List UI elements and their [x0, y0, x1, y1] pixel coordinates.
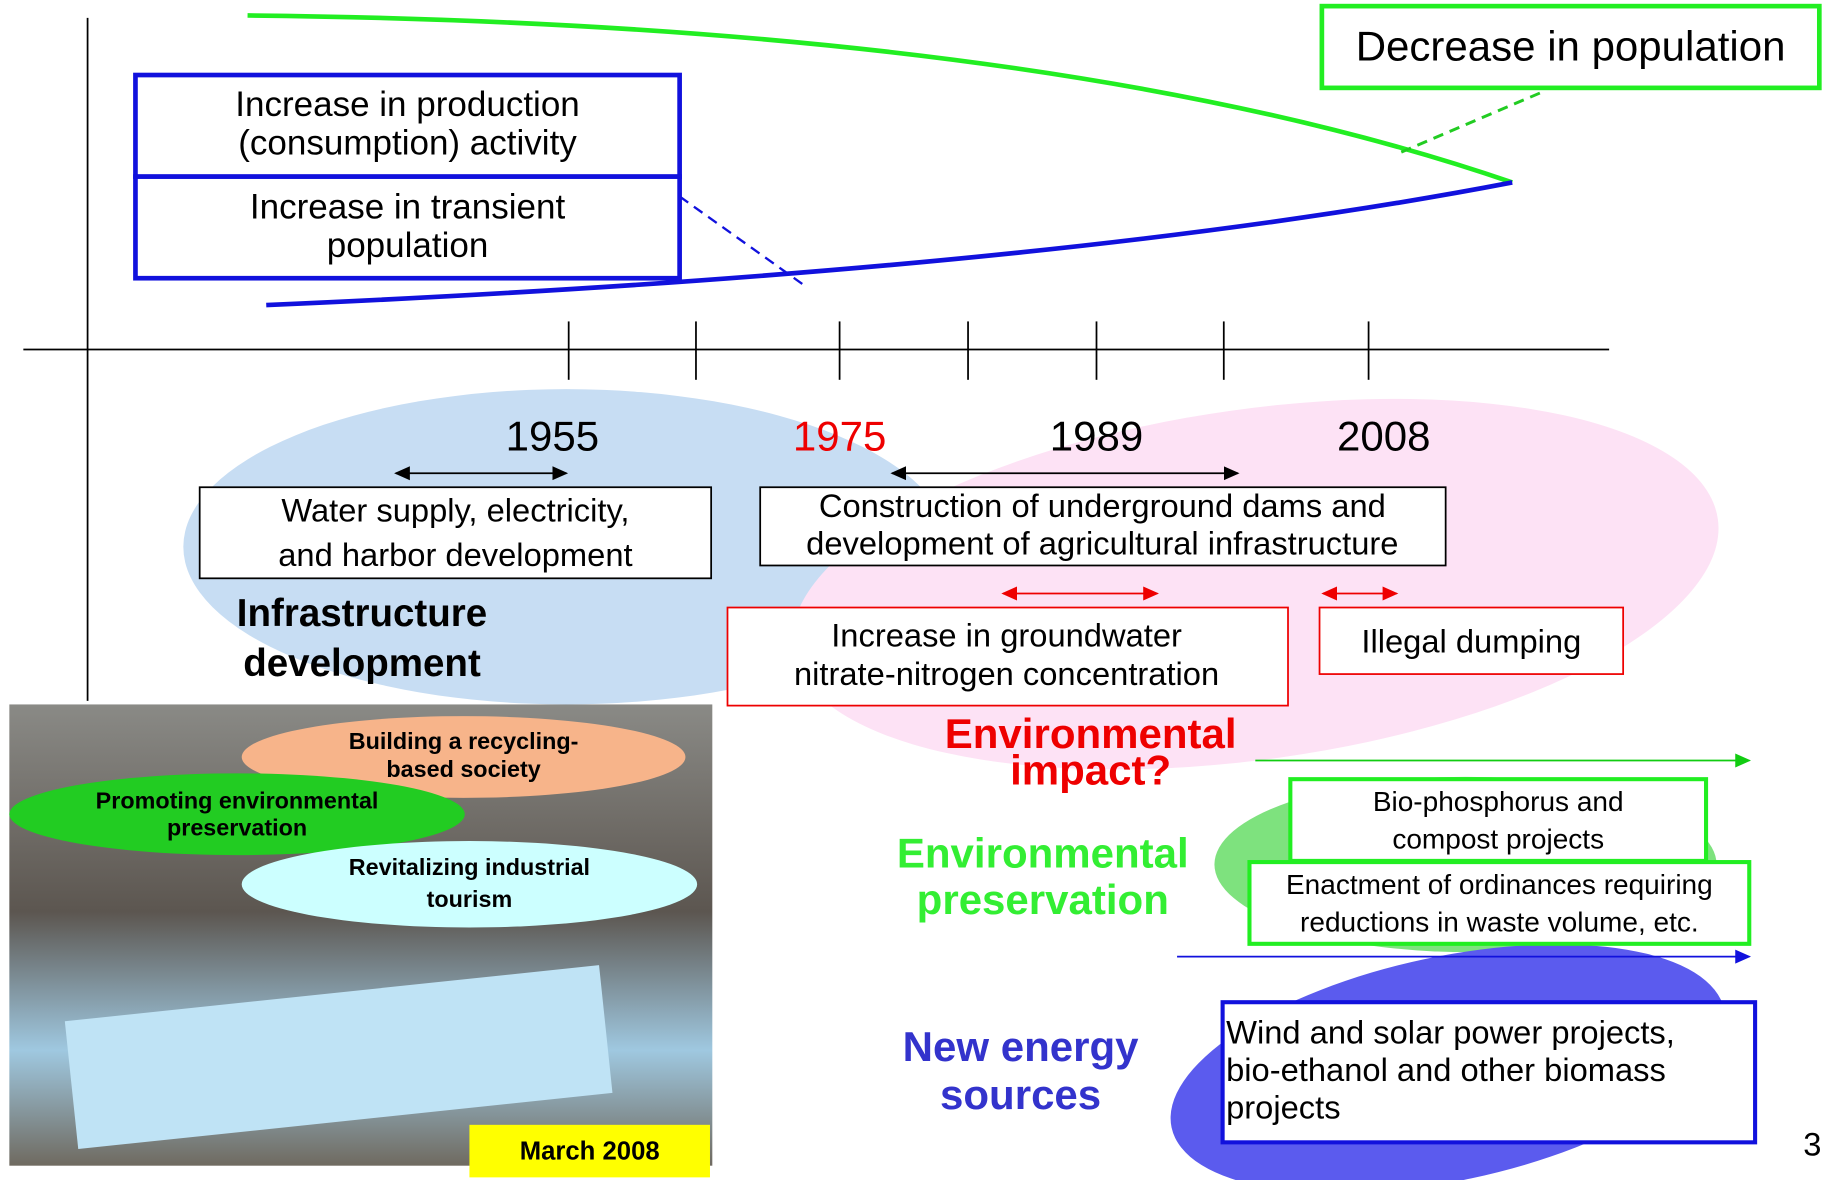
- item-text: Illegal dumping: [1361, 622, 1581, 659]
- item-text: reductions in waste volume, etc.: [1300, 906, 1699, 937]
- category-title: Infrastructure: [237, 592, 487, 635]
- year: 1955: [506, 412, 599, 459]
- diagram: Decrease in population Increase in produ…: [0, 0, 1831, 1180]
- category-title: Environmental: [897, 829, 1189, 876]
- bubble-text: based society: [386, 756, 540, 782]
- item-text: Water supply, electricity,: [281, 492, 629, 529]
- category-title: New energy: [903, 1023, 1139, 1070]
- year: 1975: [793, 412, 886, 459]
- trend-label: Decrease in population: [1356, 22, 1786, 69]
- item-text: compost projects: [1392, 823, 1604, 854]
- category-title: impact?: [1010, 746, 1171, 793]
- impact-ellipse: [768, 346, 1742, 823]
- connector: [680, 196, 806, 286]
- trend-label: population: [327, 226, 489, 265]
- item-text: nitrate-nitrogen concentration: [794, 655, 1219, 692]
- year: 2008: [1337, 412, 1430, 459]
- page-number: 3: [1803, 1126, 1821, 1163]
- item-text: Wind and solar power projects,: [1226, 1014, 1675, 1051]
- item-text: bio-ethanol and other biomass: [1226, 1051, 1666, 1088]
- category-title: preservation: [917, 876, 1169, 923]
- item-text: Bio-phosphorus and: [1373, 786, 1624, 817]
- category-title: sources: [940, 1071, 1101, 1118]
- bubble-text: Building a recycling-: [349, 728, 579, 754]
- bubble-text: Promoting environmental: [96, 788, 379, 814]
- bubble-text: tourism: [427, 886, 513, 912]
- trend-label: Increase in transient: [250, 188, 566, 227]
- bubble-text: preservation: [167, 815, 307, 841]
- item-text: and harbor development: [278, 536, 632, 573]
- item-text: Enactment of ordinances requiring: [1286, 869, 1713, 900]
- item-text: projects: [1226, 1088, 1340, 1125]
- trend-label: Increase in production: [235, 85, 580, 124]
- bubble-text: Revitalizing industrial: [349, 854, 590, 880]
- photo-caption: March 2008: [520, 1138, 660, 1166]
- item-text: development of agricultural infrastructu…: [806, 524, 1398, 561]
- item-text: Increase in groundwater: [831, 617, 1182, 654]
- page: { "trends": { "population": "Decrease in…: [0, 0, 1831, 1180]
- connector: [1401, 91, 1543, 152]
- category-title: development: [243, 642, 481, 685]
- year: 1989: [1050, 412, 1143, 459]
- trend-label: (consumption) activity: [238, 123, 577, 162]
- item-text: Construction of underground dams and: [819, 487, 1386, 524]
